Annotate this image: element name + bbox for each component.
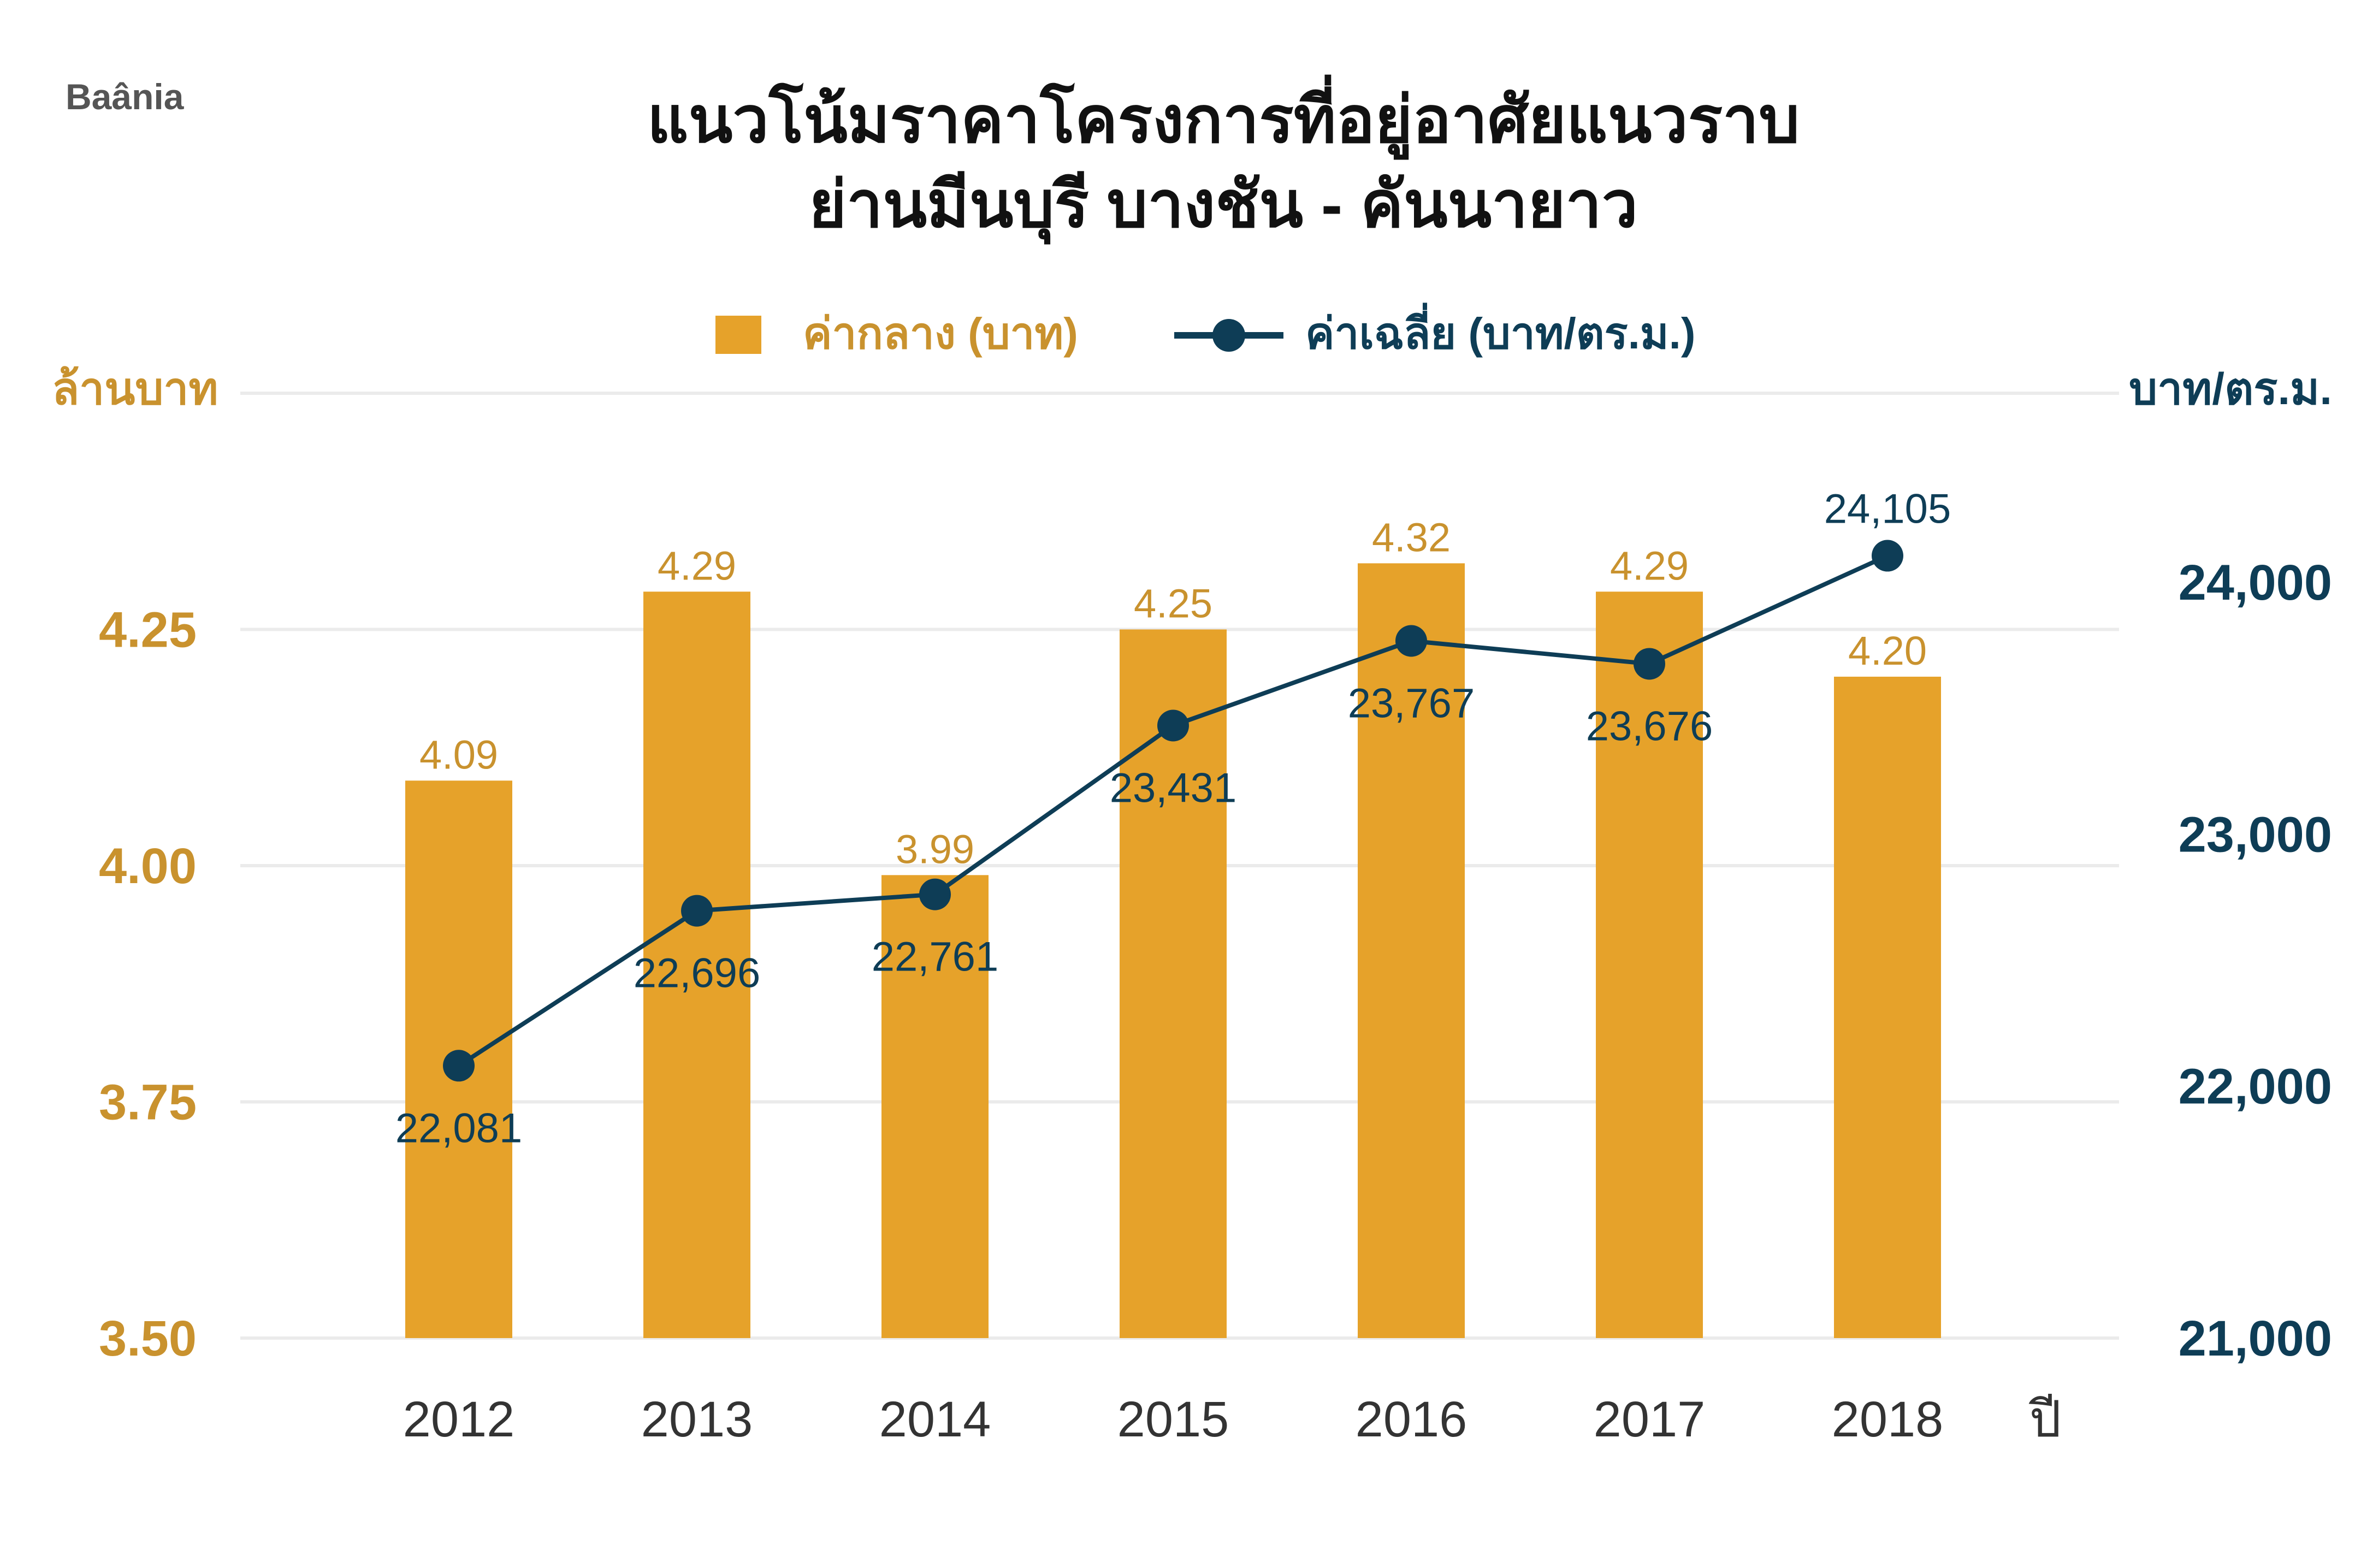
legend-line-label: ค่าเฉลี่ย (บาท/ตร.ม.) [1305,303,1695,358]
line-value-label: 24,105 [1824,486,1951,532]
legend: ค่ากลาง (บาท) ค่าเฉลี่ย (บาท/ตร.ม.) [715,303,1695,358]
x-axis-title: ปี [2028,1392,2061,1447]
line-value-labels: 22,081 22,696 22,761 23,431 23,767 23,676 24,1… [395,486,1951,1152]
chart-title: แนวโน้มราคาโครงการที่อยู่อาศัยแนวราบ [647,75,1800,160]
x-axis-ticks: 2012 2013 2014 2015 2016 2017 2018 [403,1392,1944,1447]
line-value-label: 23,431 [1110,765,1236,811]
legend-bar-swatch [715,316,761,354]
line-series [443,540,1903,1082]
y-tick-left: 4.00 [99,838,197,894]
y-axis-left-ticks: 3.50 3.75 4.00 4.25 [99,602,197,1367]
x-tick: 2018 [1832,1392,1944,1447]
chart-subtitle: ย่านมีนบุรี บางชัน - คันนายาว [809,169,1638,245]
bar [1358,563,1465,1338]
x-tick: 2014 [879,1392,991,1447]
line-value-label: 23,767 [1348,680,1475,726]
y-tick-right: 23,000 [2179,807,2332,862]
x-tick: 2012 [403,1392,515,1447]
bar [881,875,989,1338]
bar [1596,591,1703,1338]
bar-value-label: 4.32 [1372,514,1451,560]
y-tick-right: 24,000 [2179,555,2332,611]
legend-bar-label: ค่ากลาง (บาท) [803,309,1078,358]
line-value-label: 22,761 [872,934,998,980]
bar-value-label: 4.25 [1134,581,1212,626]
bar-value-label: 3.99 [896,826,974,872]
bar [643,591,750,1338]
x-tick: 2013 [641,1392,753,1447]
x-tick: 2016 [1356,1392,1468,1447]
line-value-label: 23,676 [1586,703,1713,749]
y-axis-right-ticks: 21,000 22,000 23,000 24,000 [2179,555,2332,1366]
brand-logo: Baânia [66,76,185,117]
bar [1120,629,1227,1338]
line-point [1157,709,1189,742]
line-point [1395,625,1427,657]
y-tick-left: 4.25 [99,602,197,658]
line-point [443,1050,475,1082]
y-tick-right: 21,000 [2179,1311,2332,1366]
bar-value-label: 4.29 [1610,543,1689,588]
bar-series [405,563,1941,1338]
line-point [681,895,713,927]
y-axis-left-title: ล้านบาท [52,364,218,414]
line-point [1634,648,1665,680]
legend-line-marker [1212,319,1245,352]
y-tick-left: 3.75 [99,1075,197,1131]
bar-value-label: 4.09 [419,732,498,777]
bar-value-labels: 4.09 4.29 3.99 4.25 4.32 4.29 4.20 [419,514,1927,872]
line-value-label: 22,081 [395,1105,522,1151]
line-point [1872,540,1903,572]
y-tick-left: 3.50 [99,1311,197,1366]
bar-value-label: 4.29 [658,543,736,588]
y-axis-right-title: บาท/ตร.ม. [2129,364,2332,414]
line-value-label: 22,696 [634,950,760,997]
y-tick-right: 22,000 [2179,1059,2332,1115]
x-tick: 2015 [1117,1392,1229,1447]
bar-value-label: 4.20 [1848,628,1927,673]
x-tick: 2017 [1594,1392,1706,1447]
line-point [919,878,951,910]
bar [1834,677,1941,1338]
